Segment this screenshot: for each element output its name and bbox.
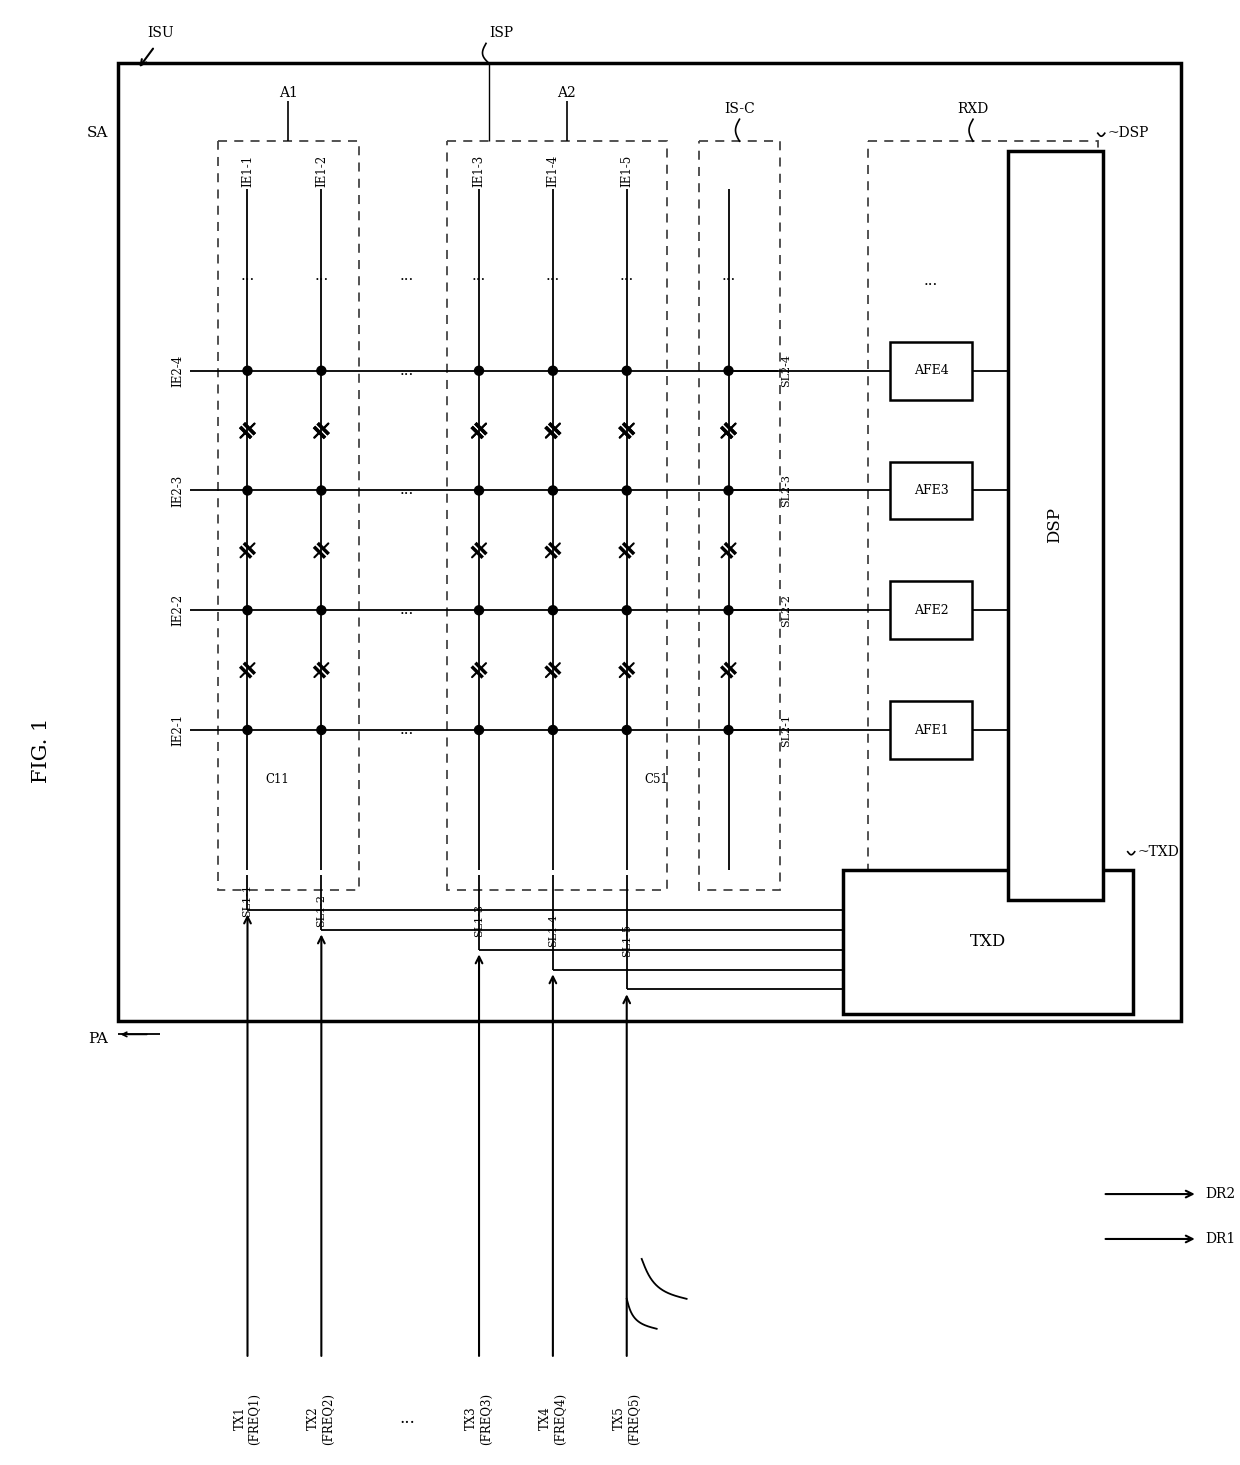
Text: ...: ... xyxy=(401,270,414,283)
Circle shape xyxy=(622,725,631,734)
Circle shape xyxy=(724,366,733,375)
Circle shape xyxy=(475,366,484,375)
Text: IE1-3: IE1-3 xyxy=(472,155,486,188)
Circle shape xyxy=(548,725,557,734)
Text: ...: ... xyxy=(401,604,414,617)
Text: IE1-2: IE1-2 xyxy=(315,155,327,188)
Bar xyxy=(843,870,1132,1014)
Text: A1: A1 xyxy=(279,86,298,100)
Text: AFE1: AFE1 xyxy=(914,724,949,737)
Text: TX2
(FREQ2): TX2 (FREQ2) xyxy=(308,1393,335,1444)
Text: ...: ... xyxy=(472,270,486,283)
Text: IE1-1: IE1-1 xyxy=(241,155,254,188)
Text: ...: ... xyxy=(722,270,735,283)
Text: AFE3: AFE3 xyxy=(914,483,949,497)
Text: IE2-4: IE2-4 xyxy=(171,355,184,387)
Text: AFE4: AFE4 xyxy=(914,365,949,377)
Circle shape xyxy=(548,605,557,615)
Text: SL1-3: SL1-3 xyxy=(474,904,484,936)
Text: TX5
(FREQ5): TX5 (FREQ5) xyxy=(613,1393,641,1444)
Text: TX4
(FREQ4): TX4 (FREQ4) xyxy=(539,1393,567,1444)
Bar xyxy=(698,141,780,889)
Bar xyxy=(890,461,972,520)
Text: ...: ... xyxy=(241,270,254,283)
Text: ...: ... xyxy=(314,270,329,283)
Text: FIG. 1: FIG. 1 xyxy=(32,718,51,782)
Text: SL2-3: SL2-3 xyxy=(781,475,791,507)
Text: DSP: DSP xyxy=(1047,507,1064,544)
Circle shape xyxy=(243,725,252,734)
Text: IE2-1: IE2-1 xyxy=(171,713,184,746)
Text: ISU: ISU xyxy=(148,26,175,41)
Circle shape xyxy=(317,486,326,495)
Circle shape xyxy=(622,605,631,615)
Text: ...: ... xyxy=(399,1411,415,1427)
Text: DR2: DR2 xyxy=(1205,1187,1236,1201)
Text: ISP: ISP xyxy=(489,26,513,41)
Circle shape xyxy=(243,486,252,495)
Text: DR1: DR1 xyxy=(1205,1232,1236,1245)
Bar xyxy=(118,63,1180,1021)
Text: RXD: RXD xyxy=(957,103,988,116)
Text: ~TXD: ~TXD xyxy=(1137,845,1179,858)
Text: ...: ... xyxy=(546,270,560,283)
Text: ...: ... xyxy=(620,270,634,283)
Text: SL2-2: SL2-2 xyxy=(781,593,791,627)
Circle shape xyxy=(243,605,252,615)
Circle shape xyxy=(475,605,484,615)
Circle shape xyxy=(475,725,484,734)
Text: SL1-1: SL1-1 xyxy=(243,883,253,917)
Circle shape xyxy=(724,725,733,734)
Bar xyxy=(890,341,972,400)
Text: SL1-5: SL1-5 xyxy=(621,923,631,957)
Circle shape xyxy=(622,366,631,375)
Circle shape xyxy=(317,725,326,734)
Circle shape xyxy=(548,486,557,495)
Text: SL1-2: SL1-2 xyxy=(316,894,326,927)
Text: IE1-4: IE1-4 xyxy=(547,155,559,188)
Text: SL2-4: SL2-4 xyxy=(781,355,791,387)
Circle shape xyxy=(475,486,484,495)
Text: SL2-1: SL2-1 xyxy=(781,713,791,747)
Bar xyxy=(448,141,667,889)
Text: TX3
(FREQ3): TX3 (FREQ3) xyxy=(465,1393,494,1444)
Circle shape xyxy=(317,366,326,375)
Circle shape xyxy=(622,486,631,495)
Text: ...: ... xyxy=(401,724,414,737)
Text: A2: A2 xyxy=(558,86,577,100)
Text: IS-C: IS-C xyxy=(724,103,755,116)
Text: TX1
(FREQ1): TX1 (FREQ1) xyxy=(233,1393,262,1444)
Bar xyxy=(1008,151,1102,900)
Text: IE2-3: IE2-3 xyxy=(171,475,184,507)
Text: PA: PA xyxy=(88,1033,108,1046)
Text: SL1-4: SL1-4 xyxy=(548,914,558,946)
Text: TXD: TXD xyxy=(970,933,1006,951)
Bar xyxy=(890,582,972,639)
Bar xyxy=(890,702,972,759)
Circle shape xyxy=(724,486,733,495)
Text: ...: ... xyxy=(401,483,414,498)
Text: ~DSP: ~DSP xyxy=(1107,126,1149,141)
Text: ...: ... xyxy=(924,274,939,289)
Bar xyxy=(217,141,360,889)
Text: SA: SA xyxy=(87,126,108,141)
Text: C11: C11 xyxy=(265,774,289,787)
Text: IE2-2: IE2-2 xyxy=(171,595,184,627)
Text: AFE2: AFE2 xyxy=(914,604,949,617)
Text: C51: C51 xyxy=(645,774,668,787)
Bar xyxy=(868,141,1097,870)
Text: IE1-5: IE1-5 xyxy=(620,155,634,188)
Text: ...: ... xyxy=(401,363,414,378)
Circle shape xyxy=(548,366,557,375)
Circle shape xyxy=(724,605,733,615)
Circle shape xyxy=(243,366,252,375)
Circle shape xyxy=(317,605,326,615)
